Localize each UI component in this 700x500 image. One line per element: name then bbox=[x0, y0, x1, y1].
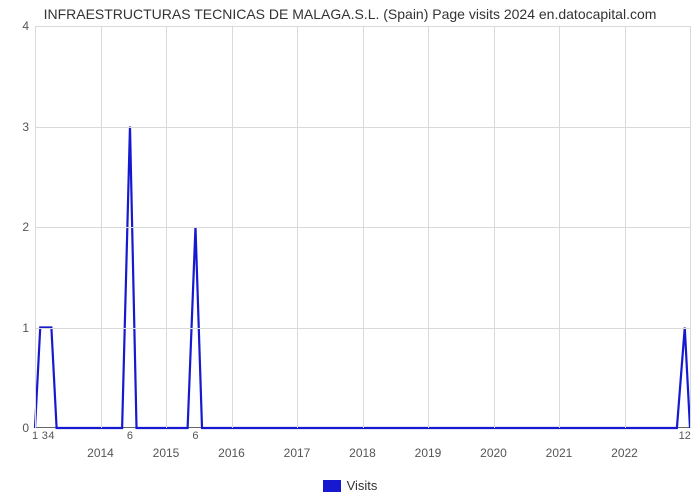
x-tick-label-month: 6 bbox=[127, 430, 133, 442]
x-gridline bbox=[35, 26, 36, 428]
x-gridline bbox=[428, 26, 429, 428]
x-gridline bbox=[690, 26, 691, 428]
y-tick-label: 3 bbox=[22, 120, 29, 134]
x-gridline bbox=[101, 26, 102, 428]
x-tick-label-year: 2020 bbox=[480, 446, 507, 460]
x-gridline bbox=[494, 26, 495, 428]
chart-container: INFRAESTRUCTURAS TECNICAS DE MALAGA.S.L.… bbox=[0, 0, 700, 500]
x-tick-label-month: 1 bbox=[32, 430, 38, 442]
x-tick-label-month: 3 bbox=[42, 430, 48, 442]
x-tick-label-year: 2015 bbox=[153, 446, 180, 460]
y-tick-label: 2 bbox=[22, 220, 29, 234]
x-tick-label-year: 2016 bbox=[218, 446, 245, 460]
x-gridline bbox=[297, 26, 298, 428]
plot-area: 0123420142015201620172018201920202021202… bbox=[35, 26, 690, 428]
x-tick-label-year: 2014 bbox=[87, 446, 114, 460]
x-gridline bbox=[559, 26, 560, 428]
x-tick-label-year: 2019 bbox=[415, 446, 442, 460]
x-tick-label-year: 2022 bbox=[611, 446, 638, 460]
x-tick-label-month: 4 bbox=[48, 430, 54, 442]
x-tick-label-year: 2018 bbox=[349, 446, 376, 460]
x-gridline bbox=[232, 26, 233, 428]
x-gridline bbox=[363, 26, 364, 428]
chart-title: INFRAESTRUCTURAS TECNICAS DE MALAGA.S.L.… bbox=[0, 6, 700, 22]
x-tick-label-month: 6 bbox=[192, 430, 198, 442]
x-gridline bbox=[166, 26, 167, 428]
legend: Visits bbox=[0, 478, 700, 493]
y-tick-label: 0 bbox=[22, 421, 29, 435]
x-tick-label-year: 2017 bbox=[284, 446, 311, 460]
x-gridline bbox=[625, 26, 626, 428]
y-tick-label: 1 bbox=[22, 321, 29, 335]
legend-swatch bbox=[323, 480, 341, 492]
legend-label: Visits bbox=[347, 478, 378, 493]
x-tick-label-year: 2021 bbox=[546, 446, 573, 460]
x-tick-label-month: 12 bbox=[679, 430, 691, 442]
y-tick-label: 4 bbox=[22, 19, 29, 33]
